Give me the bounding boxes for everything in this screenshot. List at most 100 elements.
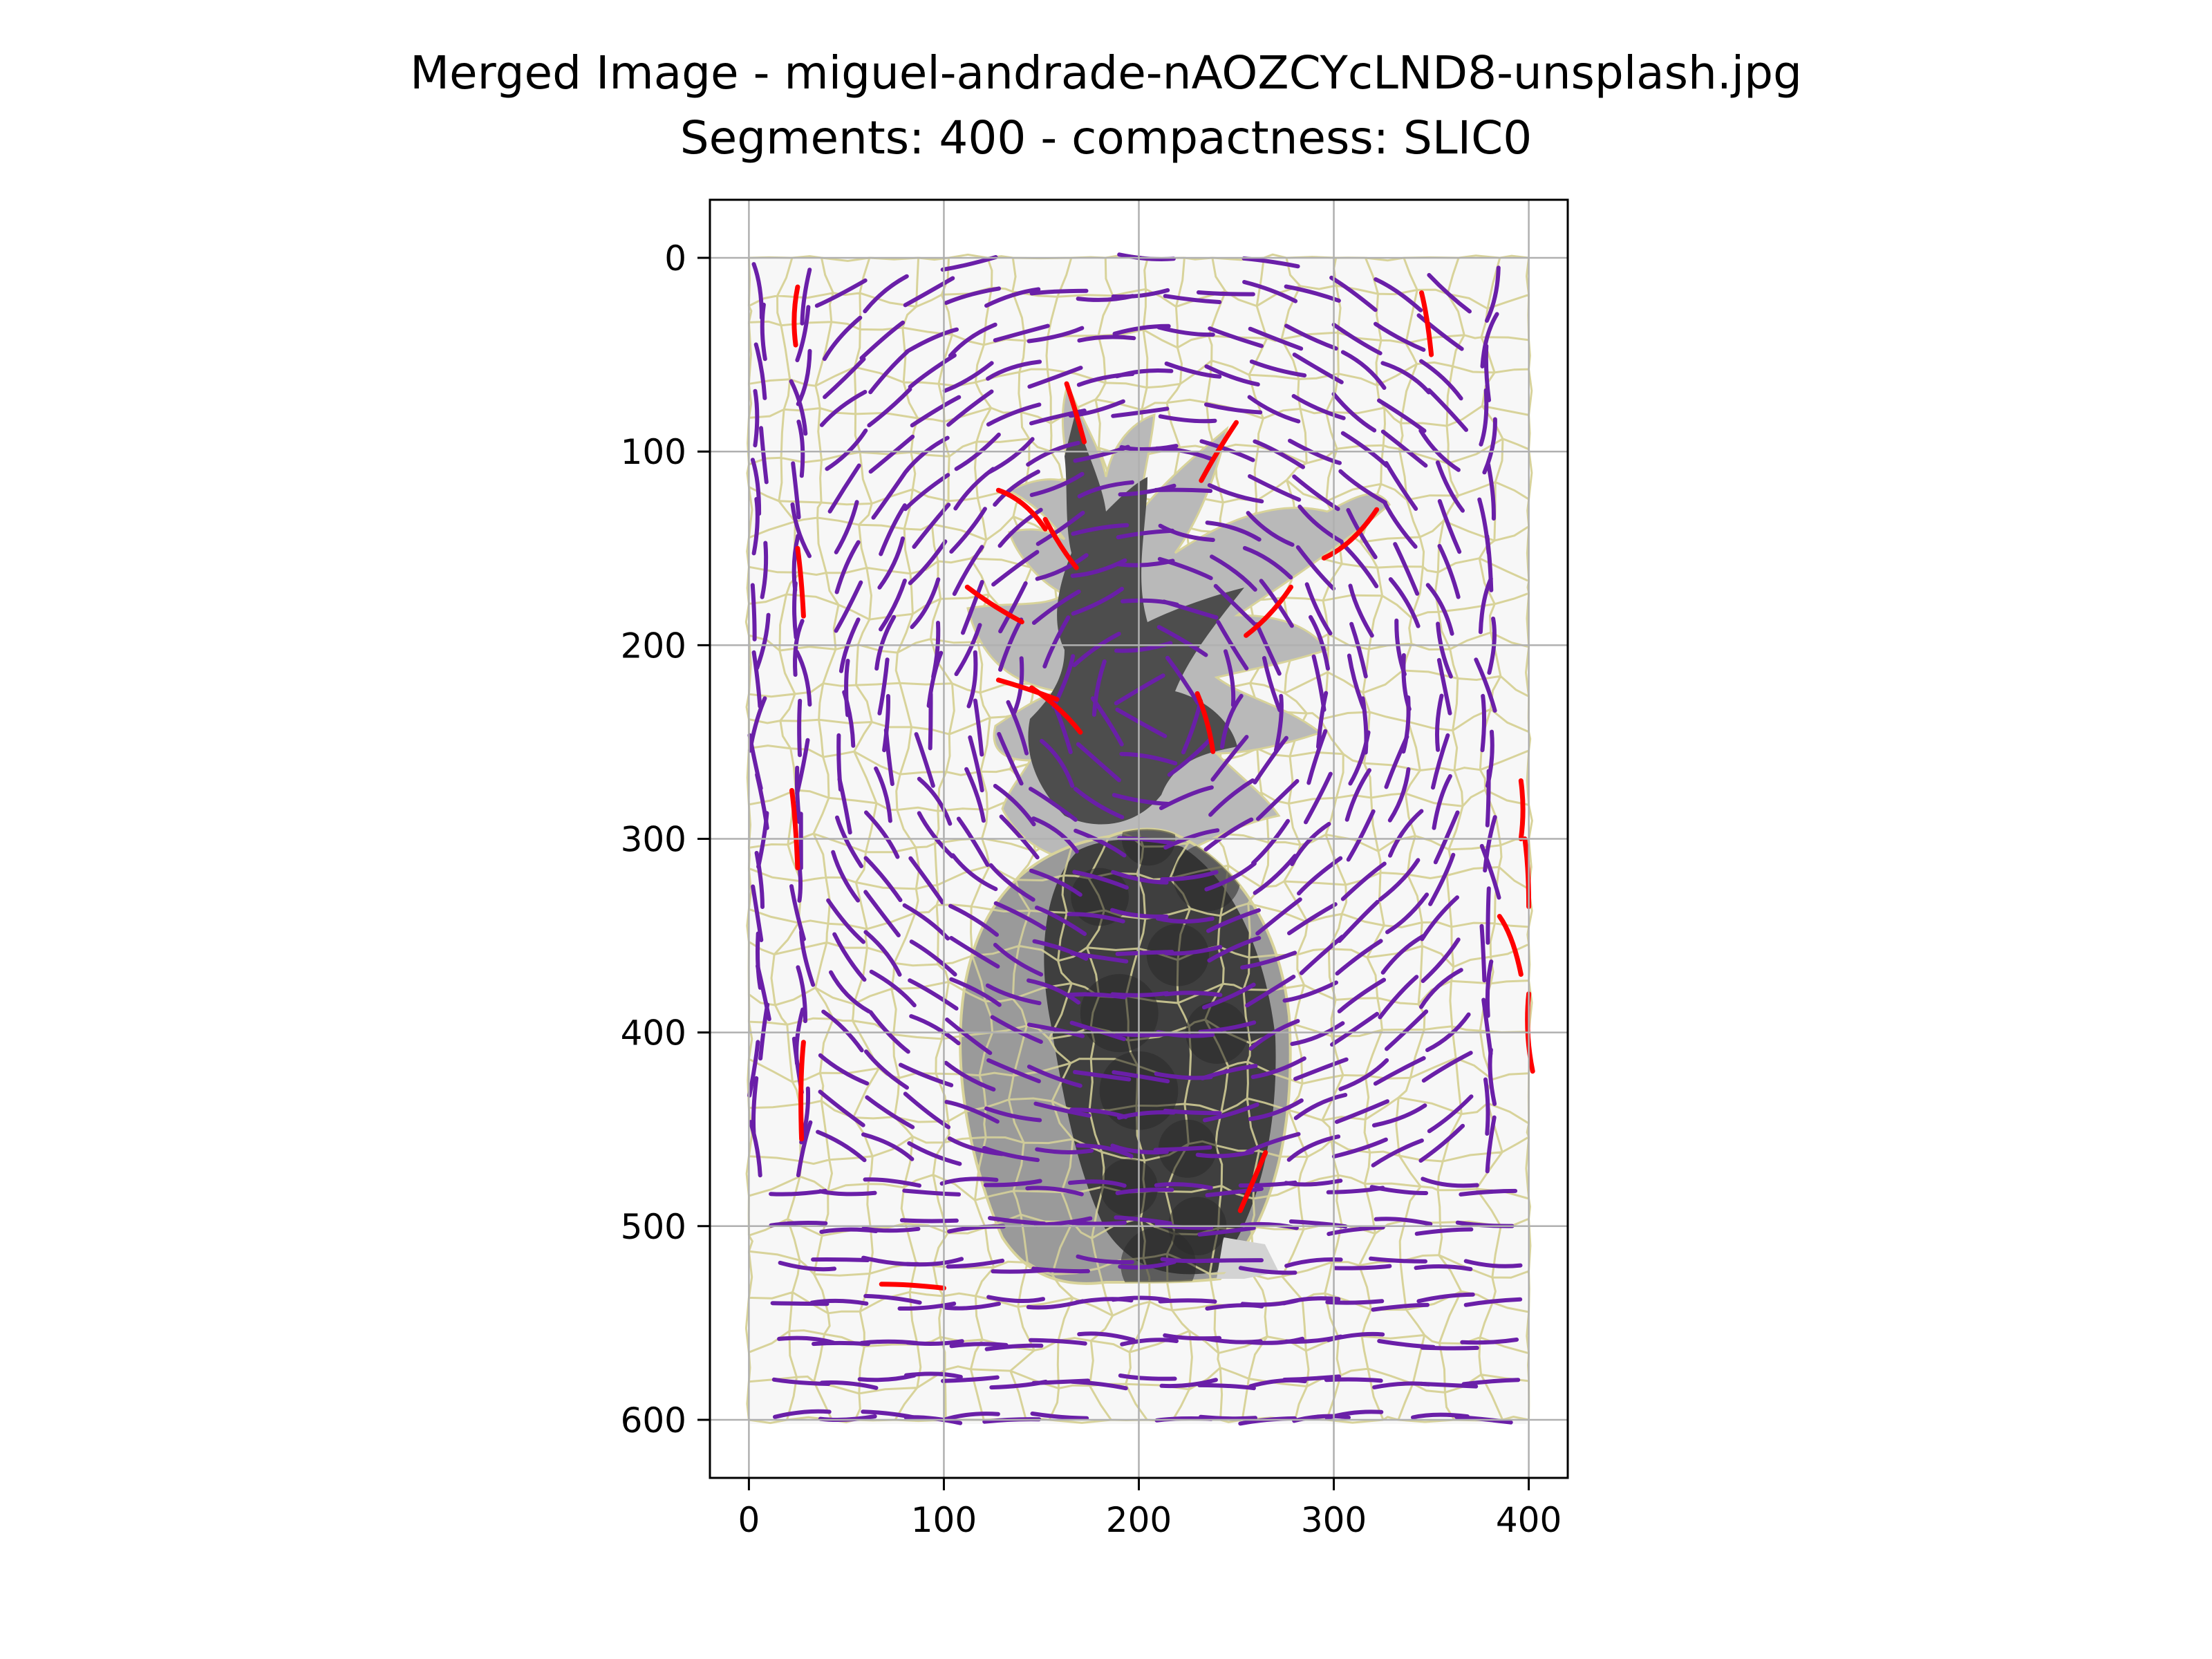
orientation-stroke	[796, 420, 805, 478]
orientation-stroke	[1378, 858, 1421, 902]
orientation-stroke	[879, 503, 907, 556]
orientation-stroke	[1380, 429, 1428, 468]
orientation-stroke	[1374, 321, 1426, 352]
orientation-stroke	[834, 540, 861, 594]
orientation-stroke	[1111, 870, 1169, 885]
orientation-stroke	[897, 1301, 957, 1311]
orientation-stroke	[1369, 1256, 1427, 1264]
orientation-stroke	[799, 930, 816, 987]
orientation-stroke	[1163, 991, 1223, 997]
orientation-stroke	[997, 507, 1043, 548]
orientation-stroke	[1487, 617, 1497, 675]
orientation-stroke	[750, 583, 757, 641]
orientation-stroke	[1340, 350, 1387, 390]
orientation-stroke	[794, 765, 802, 825]
orientation-stroke	[1156, 325, 1215, 337]
orientation-stroke	[831, 850, 861, 903]
orientation-stroke	[1338, 469, 1387, 505]
orientation-stroke	[863, 274, 909, 314]
orientation-stroke	[759, 426, 769, 485]
orientation-stroke	[1207, 936, 1262, 963]
orientation-stroke	[1290, 1021, 1345, 1047]
orientation-stroke	[1331, 322, 1382, 355]
orientation-stroke	[1324, 1377, 1383, 1383]
orientation-stroke	[1203, 1102, 1259, 1123]
orientation-stroke	[1242, 280, 1298, 303]
orientation-stroke	[1077, 1331, 1136, 1342]
orientation-stroke	[1114, 1215, 1172, 1226]
orientation-stroke	[778, 1260, 837, 1272]
highlighted-stroke	[1497, 914, 1524, 977]
orientation-stroke	[1157, 556, 1213, 581]
orientation-stroke	[961, 580, 984, 635]
orientation-stroke	[769, 1221, 828, 1228]
orientation-stroke	[1210, 735, 1249, 782]
orientation-stroke	[1373, 1056, 1426, 1086]
orientation-stroke	[954, 432, 1001, 471]
orientation-stroke	[1435, 460, 1465, 513]
orientation-stroke	[818, 1089, 865, 1127]
x-axis: 0 100 200 300 400	[738, 1478, 1562, 1540]
orientation-stroke	[1432, 774, 1452, 830]
orientation-stroke	[942, 1302, 1001, 1311]
orientation-stroke	[1210, 554, 1257, 592]
orientation-stroke	[1371, 1103, 1427, 1127]
orientation-stroke	[1463, 1297, 1523, 1307]
orientation-stroke	[1377, 398, 1427, 433]
orientation-stroke	[942, 361, 994, 393]
orientation-stroke	[1163, 294, 1222, 304]
orientation-stroke	[1153, 1145, 1212, 1152]
orientation-stroke	[1324, 1409, 1384, 1421]
orientation-stroke	[909, 939, 957, 977]
orientation-stroke	[1196, 290, 1255, 297]
orientation-stroke	[751, 650, 762, 709]
orientation-stroke	[903, 276, 955, 308]
orientation-stroke	[789, 379, 808, 436]
orientation-stroke	[1163, 1108, 1222, 1116]
orientation-stroke	[990, 1015, 1043, 1044]
orientation-stroke	[1073, 1069, 1132, 1082]
highlighted-stroke	[995, 487, 1048, 532]
orientation-stroke	[1316, 691, 1329, 749]
orientation-stroke	[1110, 991, 1170, 997]
orientation-stroke	[1076, 1143, 1134, 1159]
orientation-stroke	[1348, 583, 1374, 638]
orientation-stroke	[1427, 1094, 1474, 1134]
highlighted-stroke	[1237, 1150, 1268, 1213]
orientation-stroke	[1287, 902, 1338, 935]
orientation-stroke	[1035, 906, 1087, 936]
orientation-stroke	[1374, 277, 1423, 312]
highlighted-stroke	[795, 545, 806, 619]
orientation-stroke	[1414, 1227, 1474, 1236]
orientation-stroke	[985, 983, 1042, 1006]
orientation-stroke	[1371, 1138, 1424, 1168]
orientation-stroke	[1488, 1047, 1497, 1106]
orientation-stroke	[1393, 542, 1420, 596]
orientation-stroke	[1112, 793, 1170, 806]
orientation-stroke	[1436, 621, 1453, 679]
orientation-stroke	[1070, 951, 1129, 964]
orientation-stroke	[827, 463, 861, 514]
highlighted-stroke	[1419, 290, 1434, 357]
pineapple-stand	[1217, 1237, 1279, 1279]
orientation-stroke	[800, 268, 812, 326]
orientation-stroke	[1250, 1056, 1306, 1079]
orientation-stroke	[1090, 696, 1124, 747]
highlighted-stroke	[1029, 685, 1083, 735]
orientation-stroke	[993, 901, 1047, 930]
orientation-stroke	[1076, 1254, 1134, 1265]
orientation-stroke	[1460, 1338, 1519, 1345]
orientation-stroke	[904, 327, 959, 354]
orientation-stroke	[1110, 908, 1169, 919]
orientation-stroke	[1154, 487, 1213, 494]
orientation-stroke	[1380, 934, 1426, 975]
orientation-stroke	[1479, 843, 1501, 900]
orientation-stroke	[1436, 657, 1452, 715]
orientation-stroke	[751, 497, 760, 556]
orientation-stroke	[1029, 471, 1085, 497]
orientation-stroke	[1333, 1264, 1392, 1271]
orientation-stroke	[1067, 912, 1125, 924]
orientation-stroke	[863, 1293, 922, 1305]
orientation-stroke	[1027, 978, 1081, 1005]
pineapple-leaf-shadow	[1028, 415, 1244, 825]
